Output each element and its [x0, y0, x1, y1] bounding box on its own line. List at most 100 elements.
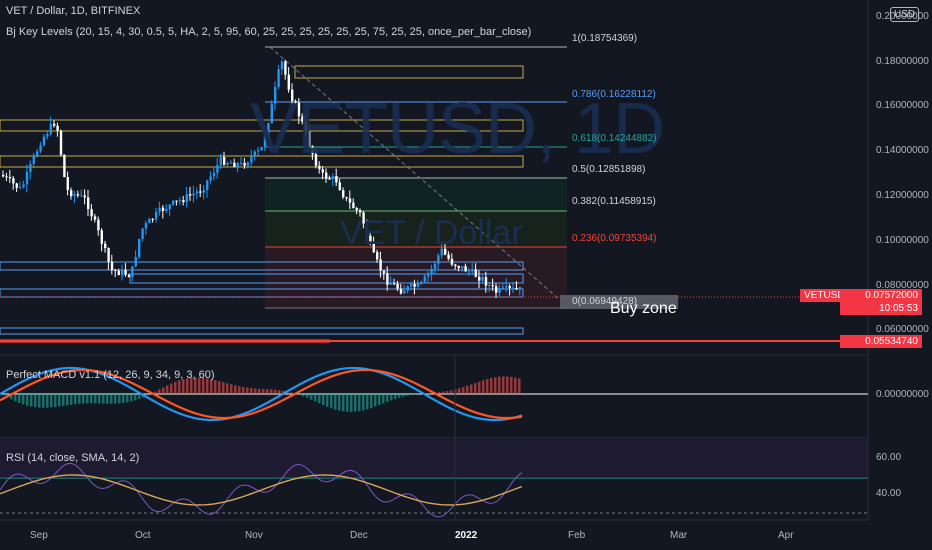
candle-body [481, 277, 484, 281]
macd-histogram-bar [302, 394, 305, 397]
currency-badge[interactable]: USD [890, 7, 920, 22]
macd-histogram-bar [478, 381, 481, 394]
candle-body [518, 287, 522, 290]
macd-histogram-bar [506, 376, 509, 394]
macd-title[interactable]: Perfect MACD v1.1 (12, 26, 9, 34, 9, 3, … [6, 369, 215, 381]
macd-histogram-bar [154, 391, 157, 394]
time-axis-label: Feb [568, 530, 586, 541]
candle-body [199, 191, 202, 193]
symbol-title[interactable]: VET / Dollar, 1D, BITFINEX [6, 5, 141, 17]
time-axis-label: Dec [350, 530, 368, 541]
macd-histogram-bar [146, 394, 149, 396]
candle-body [100, 230, 103, 244]
macd-histogram-bar [354, 394, 357, 412]
candle-body [345, 197, 348, 199]
macd-histogram-bar [98, 394, 101, 404]
key-level-box [0, 261, 524, 271]
candle-body [376, 252, 379, 260]
rsi-sma-line [0, 474, 523, 506]
candle-body [121, 269, 124, 276]
indicator-title[interactable]: Bj Key Levels (20, 15, 4, 30, 0.5, 5, HA… [6, 26, 532, 38]
macd-histogram-bar [446, 391, 449, 394]
macd-histogram-bar [334, 394, 337, 410]
macd-histogram-bar [370, 394, 373, 408]
candle-body [32, 156, 35, 164]
macd-histogram-bar [466, 385, 469, 394]
candle-body [488, 284, 491, 286]
candle-body [338, 182, 341, 191]
candle-body [427, 273, 430, 277]
buy-zone-box[interactable] [560, 295, 678, 309]
candle-body [498, 288, 501, 293]
buy-zone-label[interactable]: Buy zone [610, 300, 677, 317]
candle-body [80, 195, 83, 197]
candle-body [110, 261, 114, 270]
candlestick-series[interactable] [2, 59, 522, 298]
macd-histogram-bar [306, 394, 309, 398]
macd-histogram-bar [118, 394, 121, 404]
macd-histogram-bar [50, 394, 53, 408]
candle-body [280, 61, 284, 70]
candle-body [29, 163, 32, 172]
candle-body [12, 178, 15, 184]
candle-body [399, 288, 403, 294]
candle-body [148, 218, 151, 224]
macd-histogram-bar [322, 394, 325, 406]
candle-body [450, 258, 454, 265]
fib-trend-line[interactable] [269, 46, 561, 301]
macd-histogram-bar [226, 383, 229, 394]
price-axis-label: 0.20000000 [876, 11, 929, 22]
candle-body [185, 194, 188, 203]
macd-histogram-bar [54, 394, 57, 407]
macd-histogram-bar [326, 394, 329, 407]
macd-histogram-bar [386, 394, 389, 402]
macd-histogram-bar [122, 394, 125, 403]
rsi-title[interactable]: RSI (14, close, SMA, 14, 2) [6, 452, 140, 464]
fib-label-0618: 0.618(0.14244882) [572, 133, 657, 144]
candle-body [352, 202, 355, 209]
candle-body [287, 74, 290, 90]
candle-body [56, 125, 59, 131]
candle-body [124, 269, 127, 275]
macd-histogram-bar [110, 394, 113, 404]
candle-body [297, 102, 301, 117]
last-price-tag[interactable]: 0.07572000 [840, 289, 922, 302]
macd-histogram-bar [26, 394, 29, 406]
candle-body [233, 162, 236, 167]
macd-histogram-bar [198, 377, 201, 394]
candle-body [219, 157, 222, 166]
macd-histogram-bar [450, 390, 453, 394]
macd-histogram-bar [114, 394, 117, 404]
fib-label-0382: 0.382(0.11458915) [572, 196, 656, 207]
candle-body [410, 283, 413, 287]
macd-histogram-bar [162, 387, 165, 394]
macd-histogram-bar [390, 394, 393, 401]
candle-body [257, 150, 260, 152]
macd-histogram-bar [494, 377, 497, 394]
macd-histogram-bar [366, 394, 369, 410]
candle-body [491, 284, 494, 287]
candle-body [138, 238, 141, 257]
macd-histogram-bar [170, 383, 173, 394]
candle-body [36, 151, 39, 157]
candle-body [127, 274, 131, 278]
macd-histogram-bar [70, 394, 73, 405]
candle-body [505, 286, 508, 288]
macd-histogram-bar [158, 389, 161, 394]
symbol-tag[interactable]: VETUSD [800, 289, 845, 302]
level-price-tag[interactable]: 0.05534740 [840, 335, 922, 348]
macd-histogram-bar [382, 394, 385, 404]
macd-histogram-bar [14, 394, 17, 402]
candle-body [240, 162, 243, 164]
candle-body [104, 243, 107, 249]
candle-body [406, 286, 409, 291]
candle-body [348, 198, 352, 203]
macd-histogram-bar [394, 394, 397, 399]
watermark-name: VET / Dollar [340, 214, 523, 252]
candle-body [8, 177, 12, 179]
candle-body [478, 276, 481, 281]
macd-histogram-bar [442, 391, 445, 394]
candle-body [430, 268, 433, 274]
